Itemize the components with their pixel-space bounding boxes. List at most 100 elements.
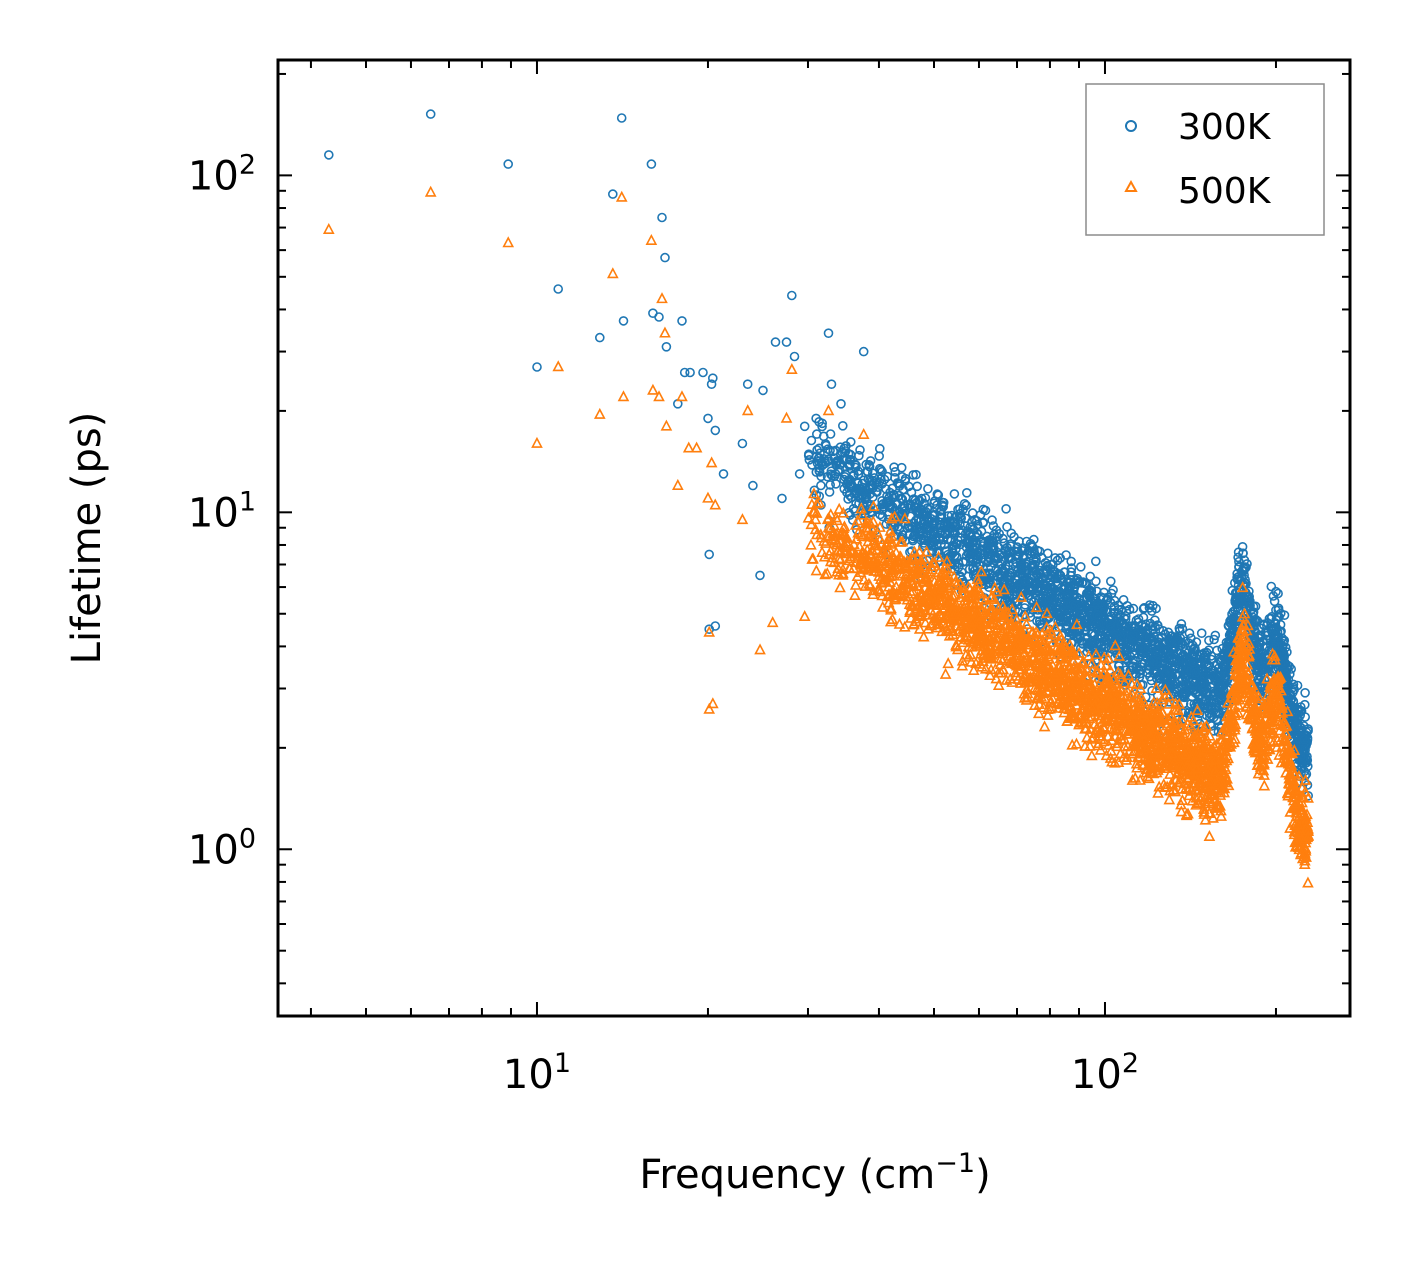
point-300k xyxy=(850,487,861,498)
point-300k xyxy=(660,252,670,263)
point-500k xyxy=(1088,717,1101,729)
point-300k xyxy=(1121,644,1132,654)
point-300k xyxy=(1207,696,1217,707)
point-300k xyxy=(908,531,919,542)
point-500k xyxy=(1055,640,1068,652)
point-500k xyxy=(1176,782,1188,794)
point-500k xyxy=(1261,752,1274,764)
point-300k xyxy=(812,458,823,469)
point-300k xyxy=(984,536,995,547)
point-500k xyxy=(1102,738,1115,750)
point-300k xyxy=(1191,667,1201,678)
point-300k xyxy=(1248,622,1259,633)
point-300k xyxy=(1135,646,1145,657)
point-500k xyxy=(1167,703,1180,715)
point-300k xyxy=(1181,666,1192,676)
point-300k xyxy=(839,483,850,494)
point-300k xyxy=(789,351,800,362)
point-300k xyxy=(770,337,781,347)
point-300k xyxy=(323,150,334,160)
point-500k xyxy=(888,587,901,599)
point-300k xyxy=(846,479,857,489)
point-500k xyxy=(1126,687,1138,699)
point-300k xyxy=(1116,604,1127,615)
data-marks xyxy=(322,109,1315,888)
point-300k xyxy=(781,337,792,347)
point-300k xyxy=(1188,657,1198,668)
point-500k xyxy=(956,659,969,671)
point-300k xyxy=(983,552,994,562)
point-500k xyxy=(671,478,684,490)
point-500k xyxy=(615,190,628,202)
point-500k xyxy=(849,589,861,601)
point-500k xyxy=(1137,747,1150,759)
point-500k xyxy=(822,404,835,416)
point-300k xyxy=(994,568,1005,579)
point-500k xyxy=(1212,773,1224,785)
point-300k xyxy=(710,621,721,631)
point-500k xyxy=(1222,752,1234,764)
point-300k xyxy=(1238,548,1248,559)
point-300k xyxy=(987,515,997,525)
point-300k xyxy=(1204,635,1214,646)
point-300k xyxy=(899,510,909,520)
point-500k xyxy=(1118,676,1131,688)
point-300k xyxy=(1033,583,1044,594)
point-500k xyxy=(1258,779,1271,791)
point-500k xyxy=(907,618,920,630)
point-300k xyxy=(737,438,748,449)
point-500k xyxy=(1108,703,1121,715)
point-500k xyxy=(939,667,952,679)
point-500k xyxy=(1173,697,1185,709)
point-500k xyxy=(1004,630,1016,642)
point-500k xyxy=(1126,773,1139,785)
point-300k xyxy=(835,442,846,453)
point-300k xyxy=(1167,631,1177,641)
point-300k xyxy=(1206,665,1217,675)
point-500k xyxy=(968,597,981,609)
point-300k xyxy=(923,483,933,494)
point-300k xyxy=(777,493,787,504)
point-500k xyxy=(1029,631,1041,643)
point-300k xyxy=(1147,685,1157,696)
point-300k xyxy=(1259,675,1270,685)
point-500k xyxy=(709,498,722,510)
point-300k xyxy=(1292,721,1302,732)
point-300k xyxy=(1160,651,1170,662)
point-500k xyxy=(766,616,779,628)
point-500k xyxy=(1185,783,1198,795)
point-500k xyxy=(940,573,953,585)
point-500k xyxy=(1000,673,1013,685)
point-300k xyxy=(1202,686,1212,697)
point-500k xyxy=(1200,735,1212,747)
point-300k xyxy=(1296,702,1306,712)
point-500k xyxy=(1082,649,1095,661)
point-300k xyxy=(1299,721,1309,731)
point-300k xyxy=(1070,600,1081,611)
point-500k xyxy=(1199,752,1212,764)
point-500k xyxy=(1121,750,1133,763)
point-300k xyxy=(1032,545,1043,556)
point-500k xyxy=(867,500,880,512)
point-300k xyxy=(755,570,765,581)
point-500k xyxy=(1147,696,1160,708)
point-300k xyxy=(967,516,977,527)
point-500k xyxy=(1037,637,1049,649)
point-500k xyxy=(851,514,864,526)
point-300k xyxy=(607,189,618,199)
point-500k xyxy=(807,505,819,517)
point-500k xyxy=(859,579,872,591)
point-500k xyxy=(1299,832,1312,844)
point-300k xyxy=(1242,591,1253,602)
point-500k xyxy=(905,611,917,623)
point-500k xyxy=(1299,809,1312,821)
point-500k xyxy=(1279,726,1292,738)
point-500k xyxy=(994,658,1007,670)
point-300k xyxy=(876,465,886,475)
point-500k xyxy=(1115,690,1128,702)
point-300k xyxy=(1076,561,1086,572)
point-300k xyxy=(1042,560,1052,571)
point-500k xyxy=(703,702,716,714)
point-300k xyxy=(799,421,810,432)
point-300k xyxy=(1152,620,1163,631)
